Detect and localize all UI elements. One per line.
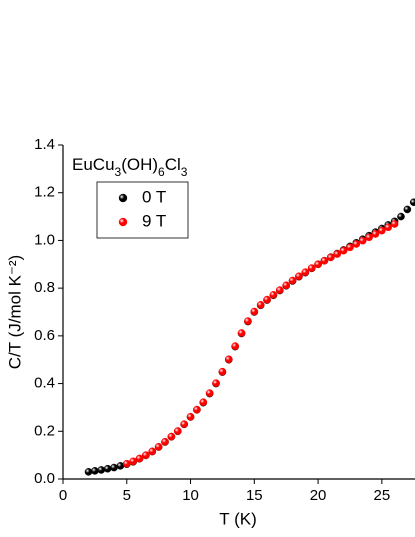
data-point <box>339 246 348 255</box>
data-point <box>212 379 220 387</box>
y-tick-label: 1.4 <box>34 136 55 153</box>
legend-marker <box>118 193 128 203</box>
data-point <box>295 272 303 281</box>
data-point <box>327 253 335 262</box>
x-tick-label: 25 <box>373 487 390 504</box>
data-point <box>199 398 208 406</box>
data-point <box>129 457 137 466</box>
data-point <box>269 291 278 299</box>
y-tick-label: 0.0 <box>34 470 55 487</box>
x-axis-label: T (K) <box>219 509 256 528</box>
x-tick-label: 20 <box>310 487 327 504</box>
data-point <box>231 342 239 350</box>
y-tick-label: 0.6 <box>34 327 55 344</box>
y-tick-label: 0.4 <box>34 375 55 392</box>
y-tick-label: 1.2 <box>34 184 55 201</box>
data-point <box>365 233 373 242</box>
data-point <box>276 286 284 294</box>
data-point <box>116 462 125 470</box>
data-point <box>148 447 157 456</box>
legend-label: 0 T <box>142 187 166 206</box>
data-point <box>180 420 188 428</box>
data-point <box>358 236 367 245</box>
data-point <box>409 198 415 207</box>
data-point <box>403 205 412 214</box>
data-point <box>250 307 259 316</box>
data-point <box>346 243 354 252</box>
data-point <box>371 230 380 238</box>
y-tick-label: 0.8 <box>34 279 55 296</box>
data-point <box>84 468 93 476</box>
data-point <box>352 240 361 248</box>
data-point <box>314 260 322 269</box>
data-point <box>224 355 233 364</box>
data-point <box>237 329 246 337</box>
x-tick-label: 10 <box>182 487 199 504</box>
x-tick-label: 0 <box>59 487 67 504</box>
data-point <box>320 256 329 265</box>
data-point <box>135 454 144 463</box>
legend-label: 9 T <box>142 211 166 230</box>
data-point <box>397 212 405 221</box>
data-point <box>154 442 163 451</box>
data-point <box>333 250 342 258</box>
y-tick-label: 1.0 <box>34 231 55 248</box>
data-point <box>103 464 112 473</box>
data-point <box>186 412 195 421</box>
data-point <box>244 317 252 325</box>
y-axis-label: C/T (J/mol K⁻²) <box>5 255 24 369</box>
data-point <box>282 281 290 290</box>
data-point <box>288 276 297 285</box>
data-point <box>97 466 106 474</box>
data-point <box>307 264 316 272</box>
data-point <box>122 459 131 468</box>
data-point <box>193 405 201 414</box>
data-point <box>384 223 393 232</box>
data-point <box>167 432 176 441</box>
data-point <box>378 226 386 235</box>
data-point <box>205 389 214 397</box>
x-tick-label: 15 <box>246 487 263 504</box>
data-point <box>142 451 150 459</box>
data-point <box>263 295 271 304</box>
data-point <box>390 220 399 228</box>
data-point <box>301 268 310 276</box>
data-point <box>256 301 265 309</box>
legend-box <box>96 181 189 239</box>
data-point <box>91 467 99 475</box>
y-tick-label: 0.2 <box>34 422 55 439</box>
annotation: EuCu3(OH)6Cl3 <box>72 155 188 179</box>
data-point <box>218 367 227 376</box>
x-tick-label: 5 <box>123 487 131 504</box>
data-point <box>173 427 182 435</box>
data-point <box>161 437 169 446</box>
data-point <box>110 463 118 472</box>
legend-marker <box>118 217 128 227</box>
